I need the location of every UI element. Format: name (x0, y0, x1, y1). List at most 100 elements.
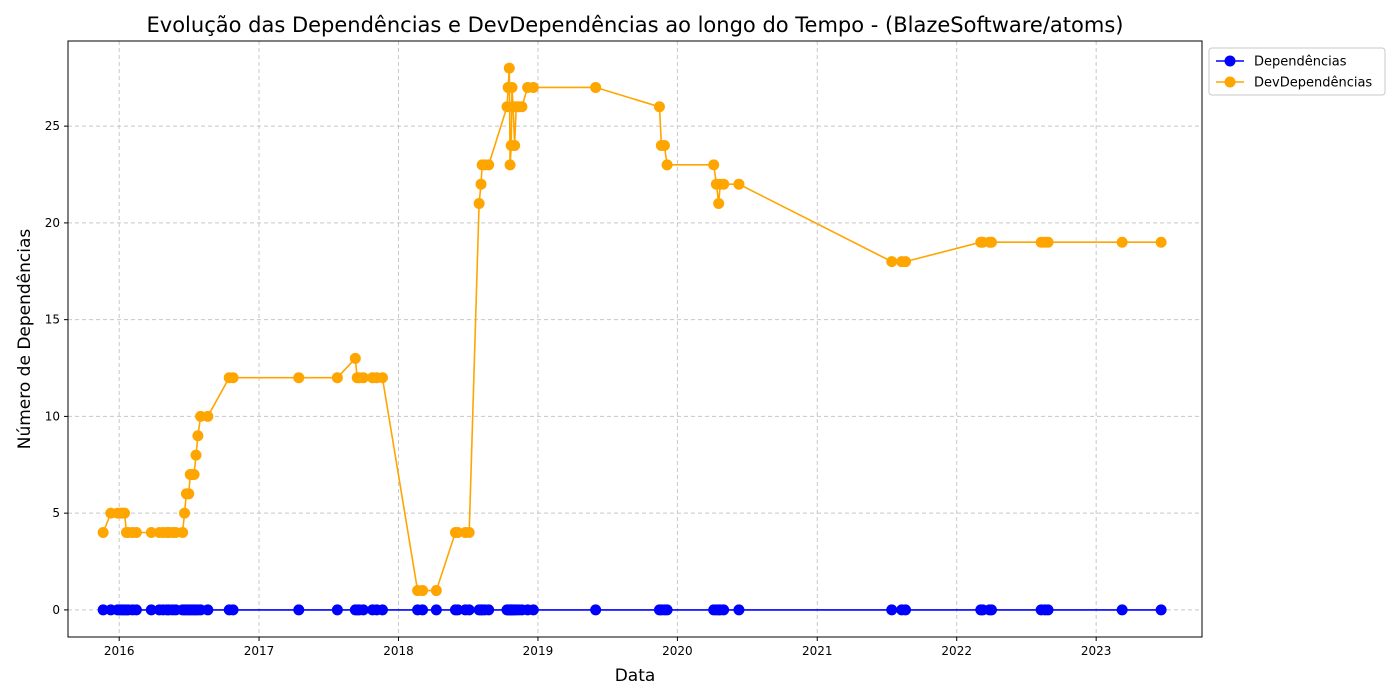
x-axis-label: Data (615, 666, 656, 686)
data-point (900, 604, 912, 616)
data-point (590, 81, 602, 93)
series-layer (97, 62, 1167, 616)
data-point (430, 604, 442, 616)
data-point (985, 604, 997, 616)
data-point (733, 604, 745, 616)
series-1 (97, 604, 1167, 616)
data-point (97, 604, 109, 616)
data-point (658, 139, 670, 151)
data-point (463, 527, 475, 539)
data-point (475, 178, 487, 190)
grid (68, 41, 1202, 637)
y-tick-label: 25 (45, 119, 60, 133)
data-point (1042, 604, 1054, 616)
legend-label: DevDependências (1254, 76, 1372, 91)
data-point (177, 527, 189, 539)
data-point (985, 236, 997, 248)
data-point (504, 159, 516, 171)
series-2 (97, 62, 1167, 597)
data-point (331, 604, 343, 616)
data-point (430, 585, 442, 597)
x-tick-label: 2019 (523, 644, 554, 658)
data-point (452, 527, 464, 539)
data-point (202, 604, 214, 616)
data-point (97, 527, 109, 539)
y-tick-label: 5 (52, 506, 60, 520)
data-point (349, 352, 361, 364)
y-tick-label: 10 (45, 409, 60, 423)
data-point (227, 604, 239, 616)
data-point (590, 604, 602, 616)
data-point (130, 604, 142, 616)
data-point (718, 178, 730, 190)
legend-item: DevDependências (1216, 76, 1372, 91)
data-point (661, 159, 673, 171)
data-point (293, 604, 305, 616)
data-point (483, 159, 495, 171)
legend-label: Dependências (1254, 55, 1347, 70)
data-point (119, 507, 131, 519)
data-point (145, 604, 157, 616)
chart-title: Evolução das Dependências e DevDependênc… (147, 13, 1124, 37)
legend: Dependências DevDependências (1208, 47, 1386, 96)
y-tick-label: 0 (52, 603, 60, 617)
data-point (733, 178, 745, 190)
data-point (376, 604, 388, 616)
x-tick-label: 2021 (802, 644, 833, 658)
data-point (452, 604, 464, 616)
y-tick-label: 15 (45, 313, 60, 327)
data-point (1116, 604, 1128, 616)
data-point (417, 604, 429, 616)
data-point (1042, 236, 1054, 248)
data-point (661, 604, 673, 616)
legend-marker (1224, 76, 1236, 88)
plot-frame (67, 40, 1203, 638)
data-point (900, 256, 912, 268)
legend-box (1208, 47, 1386, 96)
data-point (1116, 236, 1128, 248)
data-point (192, 430, 204, 442)
x-tick-label: 2016 (104, 644, 135, 658)
data-point (509, 139, 521, 151)
y-axis-label: Número de Dependências (15, 229, 35, 450)
data-point (331, 372, 343, 384)
data-point (357, 604, 369, 616)
data-point (886, 604, 898, 616)
x-tick-label: 2017 (244, 644, 275, 658)
data-point (376, 372, 388, 384)
data-point (183, 488, 195, 500)
data-point (188, 468, 200, 480)
data-point (417, 585, 429, 597)
data-point (713, 198, 725, 210)
data-point (179, 507, 191, 519)
data-point (886, 256, 898, 268)
data-point (1155, 604, 1167, 616)
y-tick-label: 20 (45, 216, 60, 230)
series-line (102, 68, 1162, 592)
data-point (202, 410, 214, 422)
legend-marker (1224, 55, 1236, 67)
data-point (503, 62, 515, 74)
data-point (506, 81, 518, 93)
data-point (718, 604, 730, 616)
x-tick-label: 2020 (662, 644, 693, 658)
x-tick-label: 2022 (941, 644, 972, 658)
legend-item: Dependências (1216, 55, 1347, 70)
data-point (130, 527, 142, 539)
data-point (473, 198, 485, 210)
data-point (483, 604, 495, 616)
x-tick-label: 2023 (1081, 644, 1112, 658)
data-point (527, 604, 539, 616)
axes: 2016 2017 2018 2019 2020 2021 2022 2023 0 5 10 15 20… (45, 119, 1112, 658)
x-tick-label: 2018 (383, 644, 414, 658)
data-point (527, 81, 539, 93)
data-point (653, 101, 665, 113)
data-point (145, 527, 157, 539)
data-point (516, 101, 528, 113)
data-point (1155, 236, 1167, 248)
data-point (357, 372, 369, 384)
data-point (463, 604, 475, 616)
data-point (293, 372, 305, 384)
